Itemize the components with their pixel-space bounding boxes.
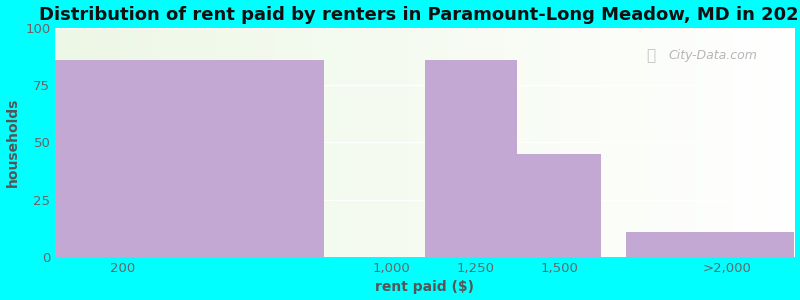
Text: ⓒ: ⓒ <box>646 48 656 63</box>
Bar <box>626 232 794 257</box>
Bar <box>425 60 518 257</box>
Text: City-Data.com: City-Data.com <box>669 49 758 62</box>
Bar <box>518 154 602 257</box>
Bar <box>55 60 324 257</box>
Title: Distribution of rent paid by renters in Paramount-Long Meadow, MD in 2022: Distribution of rent paid by renters in … <box>38 6 800 24</box>
Y-axis label: households: households <box>6 98 19 187</box>
X-axis label: rent paid ($): rent paid ($) <box>375 280 474 294</box>
